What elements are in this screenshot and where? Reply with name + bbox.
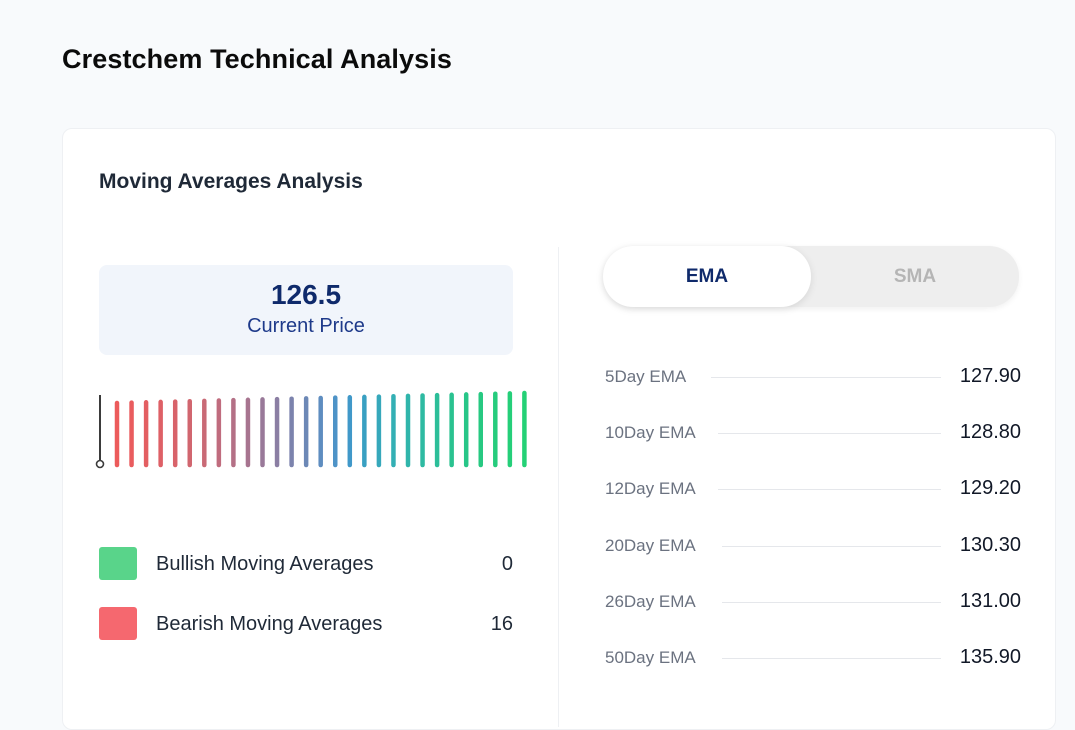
tab-sma[interactable]: SMA	[893, 266, 937, 287]
current-price-value: 126.5	[270, 279, 342, 310]
page-title: Crestchem Technical Analysis	[62, 44, 452, 74]
ema-value: 130.30	[959, 534, 1021, 556]
ema-value: 135.90	[959, 646, 1021, 668]
column-divider	[558, 247, 559, 727]
sentiment-gauge	[95, 390, 527, 469]
ema-value: 127.90	[959, 365, 1021, 387]
ema-row: 10Day EMA 128.80	[605, 418, 1021, 448]
bearish-count: 16	[490, 613, 513, 635]
ema-label: 5Day EMA	[605, 367, 687, 386]
current-price-label: Current Price	[247, 315, 365, 337]
legend-bearish: Bearish Moving Averages 16	[99, 607, 513, 641]
ema-row-line	[718, 433, 941, 434]
ema-row: 50Day EMA 135.90	[605, 643, 1021, 673]
bearish-swatch	[99, 607, 137, 640]
tab-ema[interactable]: EMA	[603, 246, 811, 307]
gauge-needle-knob	[95, 459, 105, 469]
ema-value: 131.00	[959, 590, 1021, 612]
bearish-label: Bearish Moving Averages	[156, 613, 383, 635]
ema-row-line	[711, 377, 941, 378]
current-price-box: 126.5 Current Price	[99, 265, 513, 355]
ema-row-line	[722, 658, 941, 659]
ema-value: 129.20	[959, 477, 1021, 499]
ema-row: 5Day EMA 127.90	[605, 362, 1021, 392]
ema-row: 12Day EMA 129.20	[605, 474, 1021, 504]
ema-row-line	[722, 546, 941, 547]
ema-row-line	[722, 602, 941, 603]
card-title: Moving Averages Analysis	[99, 170, 363, 193]
ema-row: 20Day EMA 130.30	[605, 531, 1021, 561]
moving-averages-card: Moving Averages Analysis 126.5 Current P…	[62, 128, 1056, 730]
ema-label: 50Day EMA	[605, 648, 696, 667]
ema-row-line	[718, 489, 941, 490]
ema-label: 12Day EMA	[605, 479, 696, 498]
ema-label: 10Day EMA	[605, 423, 696, 442]
ema-value: 128.80	[959, 421, 1021, 443]
ema-sma-toggle: EMA SMA	[603, 246, 1019, 307]
ema-label: 20Day EMA	[605, 536, 696, 555]
ema-label: 26Day EMA	[605, 592, 696, 611]
bullish-count: 0	[501, 553, 513, 575]
bullish-label: Bullish Moving Averages	[156, 553, 374, 575]
ema-row: 26Day EMA 131.00	[605, 587, 1021, 617]
bullish-swatch	[99, 547, 137, 580]
legend-bullish: Bullish Moving Averages 0	[99, 547, 513, 581]
